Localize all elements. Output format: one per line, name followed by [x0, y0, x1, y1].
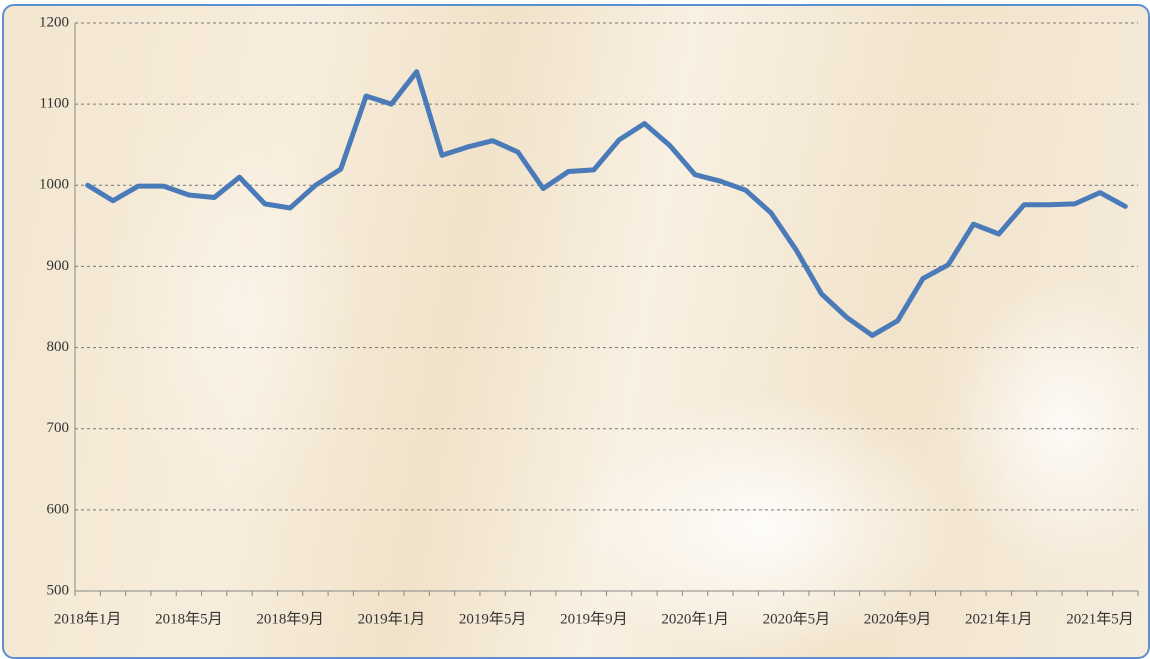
x-tick-label: 2021年5月: [1066, 610, 1134, 627]
y-tick-label: 1100: [40, 96, 69, 112]
y-tick-label: 500: [47, 582, 70, 598]
x-tick-label: 2021年1月: [965, 610, 1033, 627]
data-line: [85, 69, 1128, 338]
x-tick-label: 2019年1月: [358, 610, 426, 627]
y-tick-label: 700: [47, 420, 70, 436]
x-tick-label: 2018年1月: [54, 610, 122, 627]
y-tick-label: 800: [47, 339, 70, 355]
y-tick-label: 1200: [39, 14, 69, 30]
x-tick-label: 2020年1月: [661, 610, 729, 627]
chart-frame: [2, 4, 1150, 659]
y-tick-label: 1000: [39, 177, 69, 193]
x-tick-label: 2018年5月: [155, 610, 223, 627]
y-tick-label: 900: [47, 258, 70, 274]
x-tick-label: 2019年9月: [560, 610, 628, 627]
x-tick-label: 2019年5月: [459, 610, 527, 627]
x-tick-label: 2020年9月: [864, 610, 932, 627]
x-tick-label: 2018年9月: [256, 610, 324, 627]
x-tick-label: 2020年5月: [763, 610, 831, 627]
y-tick-label: 600: [47, 501, 70, 517]
